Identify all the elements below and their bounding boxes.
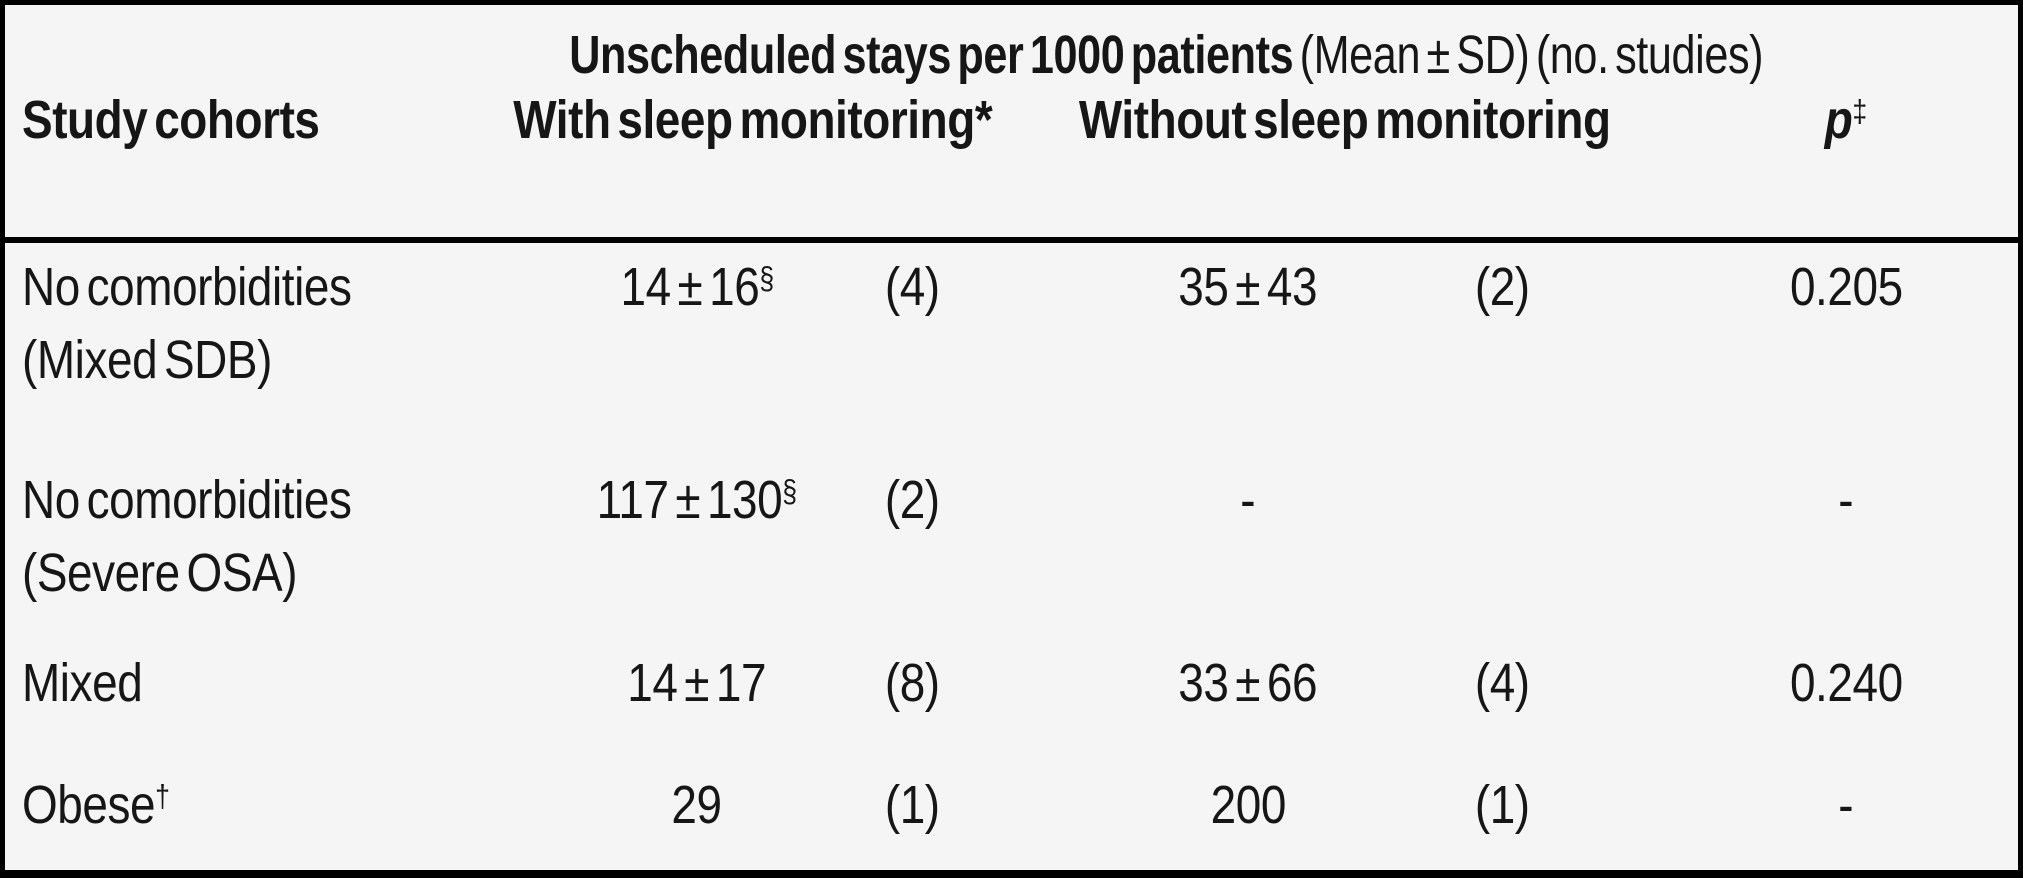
cell-without-n: (4) xyxy=(1474,653,1530,713)
cell-without-n: (1) xyxy=(1474,775,1530,835)
table-spanner-header: Unscheduled stays per 1000 patients (Mean… xyxy=(420,25,1763,85)
spanner-title: Unscheduled stays per 1000 patients xyxy=(569,25,1294,85)
spanner-note: (Mean ± SD) (no. studies) xyxy=(1299,25,1764,85)
cell-without-mean: 200 xyxy=(1210,775,1286,835)
cell-p-value: - xyxy=(1838,470,1854,530)
cell-without-n: (2) xyxy=(1474,257,1530,317)
cell-with-mean: 14 ± 17 xyxy=(627,653,767,713)
column-header-study-cohorts: Study cohorts xyxy=(22,90,320,150)
cell-without-n xyxy=(1382,473,1622,527)
column-header-p-value: p‡ xyxy=(1824,90,1867,150)
cell-with-n: (1) xyxy=(884,775,940,835)
cell-with-mean: 117 ± 130§ xyxy=(596,470,797,530)
row-label-line2: (Mixed SDB) xyxy=(22,330,272,390)
cell-with-mean: 14 ± 16§ xyxy=(620,257,774,317)
row-label-line2: (Severe OSA) xyxy=(22,543,298,603)
header-separator-rule xyxy=(5,237,2018,243)
cell-with-n: (2) xyxy=(884,470,940,530)
cell-without-mean: 35 ± 43 xyxy=(1178,257,1318,317)
cell-with-n: (4) xyxy=(884,257,940,317)
cell-without-mean: - xyxy=(1240,470,1256,530)
cell-without-mean: 33 ± 66 xyxy=(1178,653,1318,713)
column-header-with-monitoring: With sleep monitoring* xyxy=(513,90,993,150)
row-label: Obese† xyxy=(22,775,170,835)
cell-with-mean: 29 xyxy=(671,775,723,835)
row-label: Mixed xyxy=(22,653,143,713)
column-header-without-monitoring: Without sleep monitoring xyxy=(1079,90,1611,150)
cell-p-value: - xyxy=(1838,775,1854,835)
cell-p-value: 0.240 xyxy=(1789,653,1903,713)
cell-with-n: (8) xyxy=(884,653,940,713)
row-label: No comorbidities xyxy=(22,470,352,530)
cell-p-value: 0.205 xyxy=(1789,257,1903,317)
row-label: No comorbidities xyxy=(22,257,352,317)
